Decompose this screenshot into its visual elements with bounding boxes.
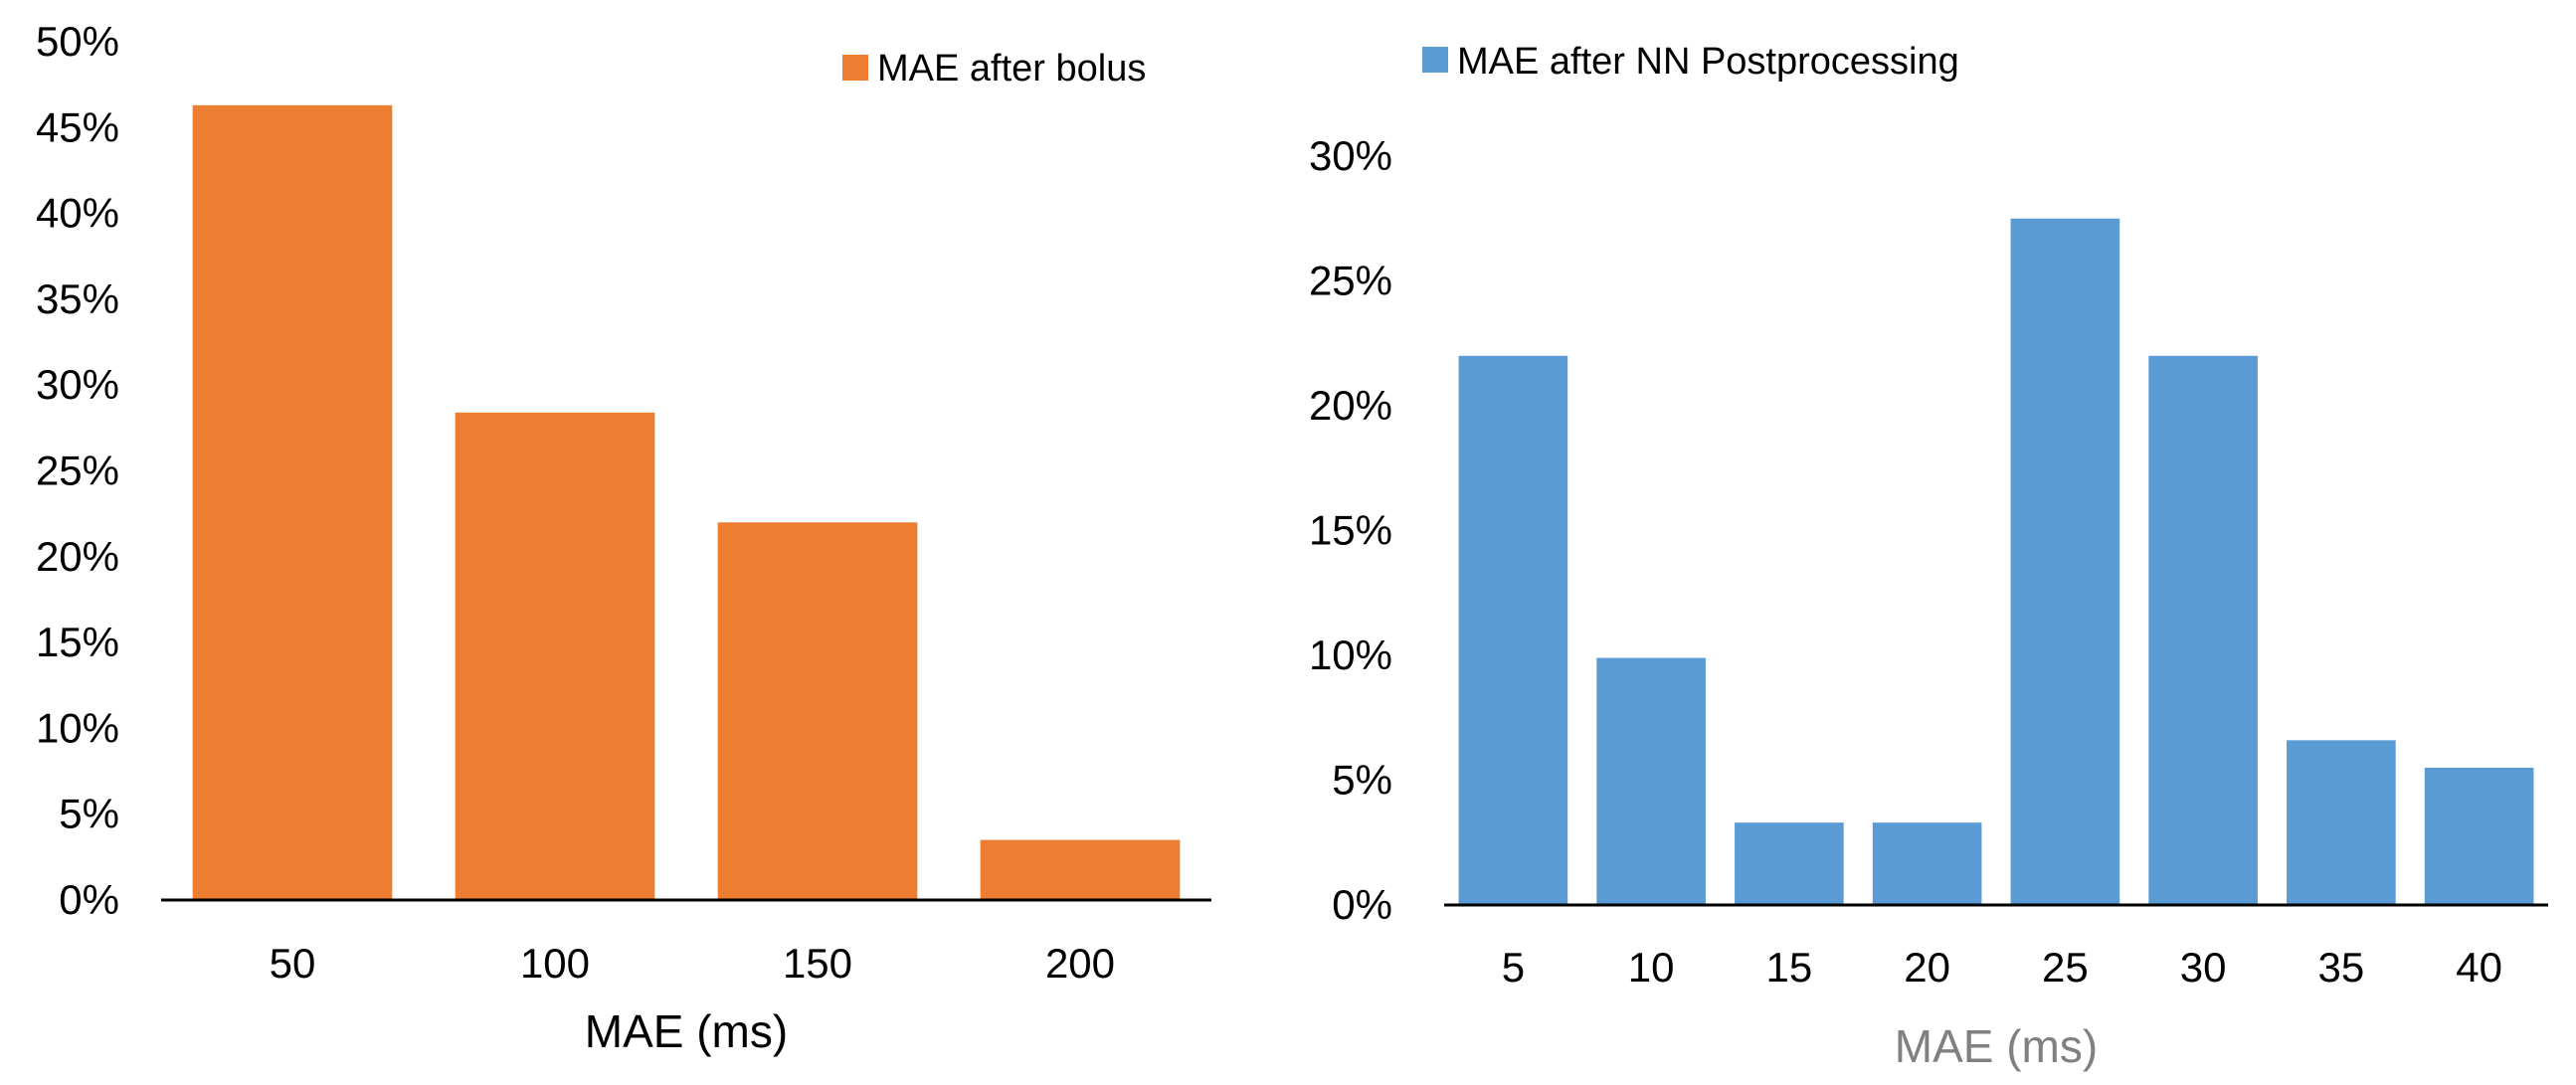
x-tick-label: 35 [2318,944,2365,991]
chart-mae-after-bolus: 0% 5% 10% 15% 20% 25% 30% 35% 40% 45% 50% 50 100 150 2… [36,18,1211,1057]
x-tick-label: 5 [1502,944,1525,991]
y-tick-label: 0% [1332,881,1392,928]
x-tick-label: 150 [783,940,852,987]
x-tick-label: 10 [1628,944,1675,991]
bar [2010,218,2120,905]
x-axis-title: MAE (ms) [1895,1020,2098,1072]
y-tick-label: 25% [1309,258,1392,304]
y-tick-label: 0% [59,876,119,923]
bar [2148,355,2258,905]
y-tick-label: 15% [36,619,119,665]
y-tick-label: 10% [1309,632,1392,678]
x-tick-label: 40 [2456,944,2502,991]
y-tick-label: 25% [36,448,119,494]
legend-swatch [1422,47,1448,73]
x-tick-label: 50 [270,940,316,987]
x-tick-label: 100 [520,940,590,987]
bar [192,104,393,900]
legend-label: MAE after bolus [877,48,1146,90]
y-tick-label: 35% [36,275,119,322]
y-tick-label: 20% [1309,382,1392,429]
legend-swatch [842,55,868,81]
x-tick-label: 200 [1045,940,1115,987]
bar [1735,822,1844,905]
bar [2424,767,2534,905]
y-tick-label: 15% [1309,507,1392,554]
x-tick-label: 20 [1904,944,1950,991]
x-tick-label: 15 [1766,944,1813,991]
bar [1596,657,1706,905]
x-axis-title: MAE (ms) [585,1005,788,1057]
legend-label: MAE after NN Postprocessing [1457,41,1959,83]
bar [2287,740,2396,905]
x-tick-label: 30 [2180,944,2227,991]
y-tick-label: 10% [36,704,119,751]
bar [980,839,1181,900]
y-tick-label: 5% [59,791,119,837]
bar [455,412,655,900]
y-tick-label: 30% [36,361,119,408]
y-tick-label: 50% [36,18,119,65]
y-tick-label: 45% [36,103,119,150]
y-tick-label: 5% [1332,757,1392,804]
bar [1872,822,1982,905]
y-tick-label: 20% [36,533,119,580]
y-tick-label: 40% [36,190,119,237]
bar [717,522,918,900]
x-tick-label: 25 [2042,944,2089,991]
bar [1458,355,1568,905]
chart-mae-after-nn-postprocessing: 0% 5% 10% 15% 20% 25% 30% 5 10 15 20 25 30 35 40 MAE (m… [1309,41,2548,1072]
y-tick-label: 30% [1309,132,1392,179]
